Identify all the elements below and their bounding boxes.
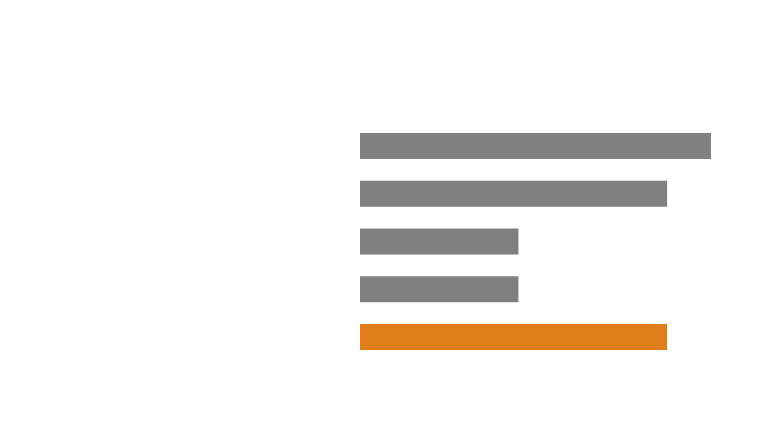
bar	[360, 228, 519, 255]
bar	[360, 276, 519, 303]
bar-highlighted	[360, 324, 668, 350]
bar	[360, 133, 711, 159]
bar	[360, 180, 668, 207]
